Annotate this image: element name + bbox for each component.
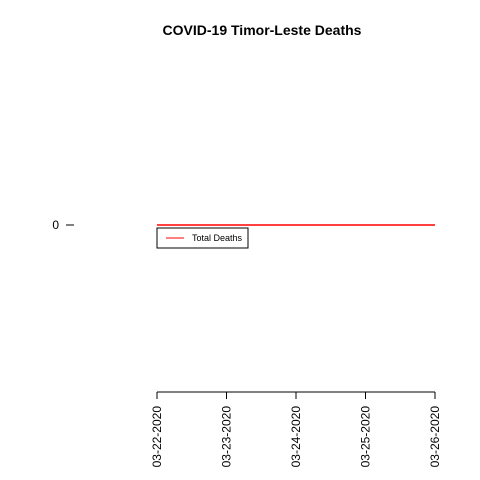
x-tick-label: 03-26-2020 [428, 406, 442, 468]
legend-label: Total Deaths [192, 233, 243, 243]
y-axis: 0 [52, 218, 74, 232]
chart-title: COVID-19 Timor-Leste Deaths [163, 22, 362, 38]
x-tick-label: 03-24-2020 [289, 406, 303, 468]
legend: Total Deaths [156, 227, 249, 249]
x-tick-label: 03-22-2020 [150, 406, 164, 468]
x-tick-label: 03-23-2020 [220, 406, 234, 468]
legend-box [156, 227, 249, 249]
y-tick-label: 0 [52, 218, 59, 232]
x-tick-label: 03-25-2020 [359, 406, 373, 468]
x-axis: 03-22-2020 03-23-2020 03-24-2020 03-25-2020… [150, 391, 442, 468]
